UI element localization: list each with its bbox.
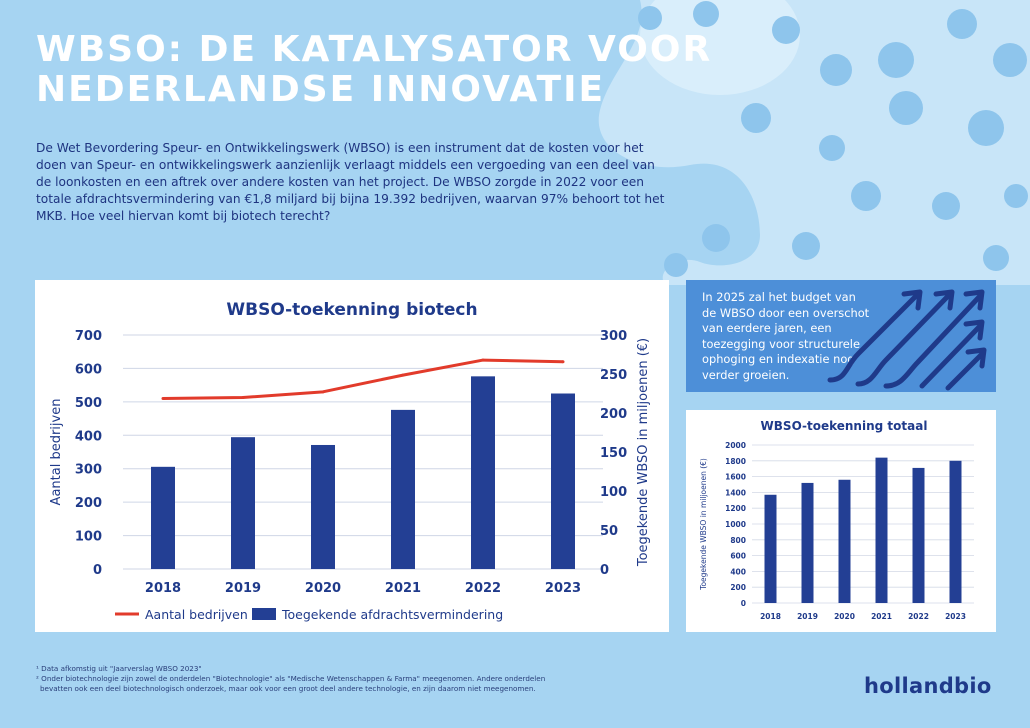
- line-point-2021: [401, 373, 405, 377]
- y-right-axis-label: Toegekende WBSO in miljoenen (€): [636, 338, 651, 567]
- y-right-tick-label: 300: [600, 329, 627, 344]
- x-tick-label: 2023: [945, 612, 966, 621]
- bar-2022: [471, 376, 495, 569]
- bar-2019: [231, 437, 255, 569]
- hollandbio-logo: hollandbio: [864, 674, 992, 698]
- total-bar-2023: [949, 460, 962, 603]
- bar-2023: [551, 393, 575, 569]
- y-left-tick-label: 200: [75, 496, 102, 511]
- x-tick-label: 2022: [465, 581, 501, 596]
- y-left-tick-label: 100: [75, 530, 102, 545]
- intro-paragraph: De Wet Bevordering Speur- en Ontwikkelin…: [36, 141, 665, 223]
- y-tick-label: 0: [741, 599, 746, 608]
- x-tick-label: 2020: [305, 581, 341, 596]
- total-chart-card: WBSO-toekenning totaal 0 200 400 600 800 1000 1…: [686, 410, 996, 632]
- y-tick-label: 400: [730, 567, 746, 576]
- y-right-tick-label: 100: [600, 485, 627, 500]
- legend-bar-swatch: [252, 608, 276, 620]
- x-tick-label: 2023: [545, 581, 581, 596]
- line-point-2020: [321, 390, 325, 394]
- y-right-tick-label: 0: [600, 563, 609, 578]
- chart-title-total: WBSO-toekenning totaal: [761, 419, 928, 433]
- line-point-2018: [161, 397, 165, 401]
- legend-line-label: Aantal bedrijven: [145, 607, 248, 622]
- y-tick-label: 1600: [725, 473, 746, 482]
- y-left-tick-label: 400: [75, 429, 102, 444]
- info-box: In 2025 zal het budget van de WBSO door …: [686, 280, 996, 392]
- y-tick-label: 2000: [725, 441, 746, 450]
- rising-arrows-icon: [827, 289, 987, 391]
- x-tick-label: 2018: [145, 581, 181, 596]
- title-line-2: NEDERLANDSE INNOVATIE: [36, 69, 606, 110]
- y-tick-label: 1200: [725, 504, 746, 513]
- y-tick-label: 800: [730, 536, 746, 545]
- total-bar-2022: [912, 467, 925, 603]
- x-tick-label: 2019: [225, 581, 261, 596]
- total-bar-2018: [764, 494, 777, 603]
- title-line-1: WBSO: DE KATALYSATOR VOOR: [36, 29, 713, 70]
- total-bar-2019: [801, 482, 814, 603]
- footnote-1: ¹ Data afkomstig uit "Jaarverslag WBSO 2…: [36, 664, 202, 673]
- y-right-tick-label: 250: [600, 368, 627, 383]
- biotech-chart-card: WBSO-toekenning biotech 0 100 200 300 400 500 6…: [35, 280, 669, 632]
- y-left-axis-label: Aantal bedrijven: [49, 399, 64, 506]
- info-box-text: In 2025 zal het budget van de WBSO door …: [702, 290, 870, 382]
- y-left-tick-label: 0: [93, 563, 102, 578]
- y-axis-label-total: Toegekende WBSO in miljoenen (€): [699, 458, 708, 591]
- y-right-tick-label: 150: [600, 446, 627, 461]
- total-bar-2020: [838, 479, 851, 603]
- y-left-tick-label: 500: [75, 396, 102, 411]
- x-tick-label: 2021: [871, 612, 892, 621]
- y-right-tick-label: 50: [600, 524, 618, 539]
- line-point-2019: [241, 396, 245, 400]
- y-left-tick-label: 600: [75, 362, 102, 377]
- y-tick-label: 1800: [725, 457, 746, 466]
- y-right-tick-label: 200: [600, 407, 627, 422]
- total-bar-2021: [875, 457, 888, 603]
- footnote-2-continued: bevatten ook een deel biotechnologisch o…: [40, 684, 536, 693]
- x-tick-label: 2018: [760, 612, 781, 621]
- footnote-2: ² Onder biotechnologie zijn zowel de ond…: [36, 674, 546, 683]
- y-left-tick-label: 300: [75, 463, 102, 478]
- chart-title: WBSO-toekenning biotech: [226, 300, 477, 320]
- legend-bar-label: Toegekende afdrachtsvermindering: [281, 607, 503, 622]
- x-tick-label: 2020: [834, 612, 855, 621]
- y-tick-label: 200: [730, 583, 746, 592]
- line-point-2022: [481, 358, 485, 362]
- y-tick-label: 1000: [725, 520, 746, 529]
- bar-2020: [311, 444, 335, 569]
- x-tick-label: 2019: [797, 612, 818, 621]
- x-tick-label: 2021: [385, 581, 421, 596]
- biotech-chart: WBSO-toekenning biotech01002003004005006…: [49, 300, 651, 622]
- series-line-aantal-bedrijven: [162, 358, 564, 401]
- page-title: WBSO: DE KATALYSATOR VOOR NEDERLANDSE IN…: [36, 30, 936, 110]
- bar-2021: [391, 409, 415, 569]
- total-chart: WBSO-toekenning totaal 0 200 400 600 800 1000 1…: [699, 419, 974, 621]
- y-tick-label: 600: [730, 552, 746, 561]
- y-tick-label: 1400: [725, 488, 746, 497]
- bar-2018: [151, 466, 175, 569]
- y-left-tick-label: 700: [75, 329, 102, 344]
- footnotes: ¹ Data afkomstig uit "Jaarverslag WBSO 2…: [36, 664, 596, 694]
- line-point-2023: [561, 360, 565, 364]
- x-tick-label: 2022: [908, 612, 929, 621]
